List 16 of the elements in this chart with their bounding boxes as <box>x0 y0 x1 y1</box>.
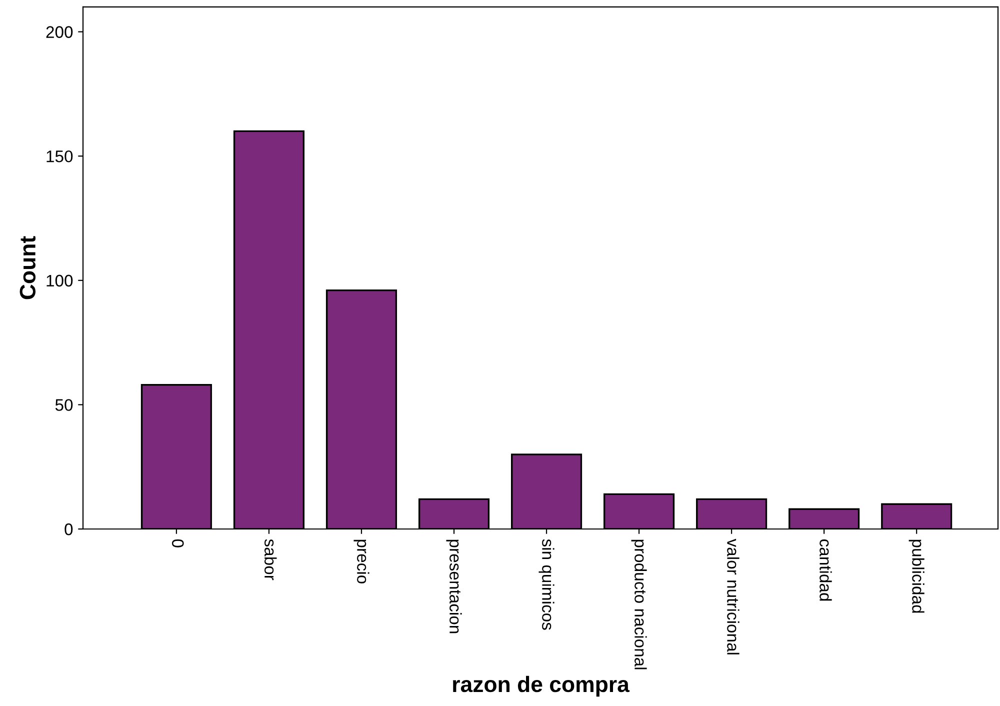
x-tick-label: valor nutricional <box>727 538 740 654</box>
x-tick-label: precio <box>354 540 370 584</box>
x-tick-label: producto nacional <box>631 540 647 670</box>
y-tick-label: 200 <box>46 26 73 38</box>
x-tick-label: sin quimicos <box>538 539 554 630</box>
x-tick-label: publicidad <box>908 540 924 613</box>
x-tick-label: cantidad <box>820 539 832 601</box>
x-tick-label: 0 <box>172 539 184 548</box>
y-axis-title: Count <box>20 236 36 300</box>
y-tick-label: 0 <box>64 523 73 536</box>
y-tick-label: 100 <box>46 274 73 287</box>
x-tick-label: sabor <box>264 539 277 580</box>
x-tick-label: presentacion <box>446 540 462 634</box>
y-tick-label: 150 <box>46 150 73 162</box>
x-axis-title: razon de compra <box>453 676 630 697</box>
y-tick-label: 50 <box>55 399 73 411</box>
